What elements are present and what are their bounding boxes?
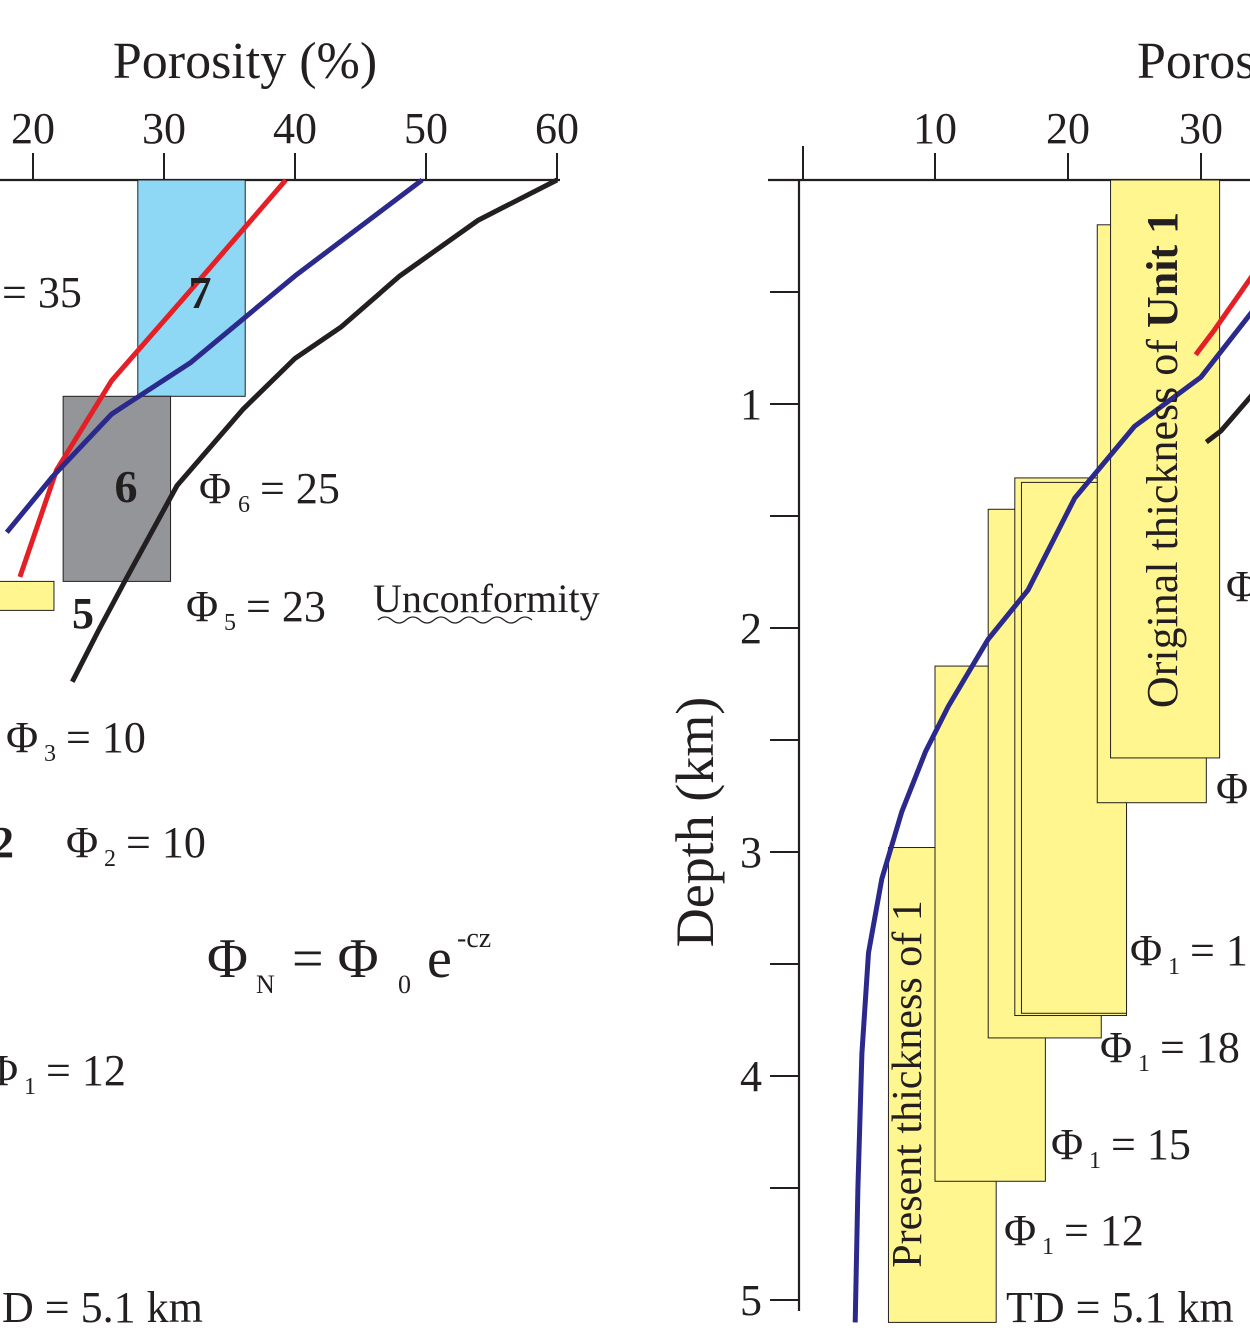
phi7-value: = 35 <box>2 268 82 317</box>
block-7-label: 7 <box>189 267 212 318</box>
left-total-depth: D = 5.1 km <box>2 1283 203 1332</box>
svg-text:1: 1 <box>1042 1234 1054 1260</box>
right-phi1-annotation-a: Φ 1 = 12 <box>1004 1206 1144 1260</box>
phi1-annotation: Φ 1 = 12 <box>0 1046 126 1100</box>
left-tick-label: 40 <box>273 104 317 153</box>
right-thickness-block <box>1110 179 1221 759</box>
svg-text:Φ: Φ <box>1130 926 1162 975</box>
phi1-value-d: = 1 <box>1190 926 1248 975</box>
svg-text:Φ: Φ <box>0 1046 18 1095</box>
left-panel: Porosity (%) 20 30 40 50 60 7 6 5 2 = 35 Φ 6… <box>0 33 600 1332</box>
right-axis-title: Poros <box>1137 33 1250 90</box>
original-thickness-bold: Unit 1 <box>1138 212 1187 328</box>
original-thickness-prefix: Original thickness of <box>1138 328 1187 708</box>
equation-e: e <box>427 928 452 990</box>
equation-lhs-sub: N <box>256 970 275 999</box>
left-tick-label: 30 <box>142 104 186 153</box>
svg-text:2: 2 <box>104 846 116 872</box>
phi5-value: = 23 <box>246 582 326 631</box>
left-unit-block <box>0 580 55 611</box>
unit-5-label: 5 <box>72 589 94 638</box>
right-y-ticks: 1 2 3 4 5 <box>740 291 799 1325</box>
left-axis-title: Porosity (%) <box>113 33 377 90</box>
phi1-value-a: = 12 <box>1064 1206 1144 1255</box>
porosity-equation: Φ N = Φ 0 e -cz <box>207 923 491 999</box>
svg-text:Φ: Φ <box>186 582 218 631</box>
equation-mid: = Φ <box>292 928 379 990</box>
svg-text:Φ: Φ <box>199 464 231 513</box>
right-phi1-annotation-b: Φ 1 = 15 <box>1051 1120 1191 1174</box>
left-curves <box>4 177 559 683</box>
svg-text:1: 1 <box>1089 1148 1101 1174</box>
right-y-axis-label: Depth (km) <box>665 697 725 947</box>
block-6-label: 6 <box>115 461 138 512</box>
left-tick-label: 50 <box>404 104 448 153</box>
present-thickness-label: Present thickness of 1 <box>885 900 931 1267</box>
right-porosity-curve <box>852 310 1250 1323</box>
phi-annotation-lower: Φ <box>1216 764 1248 813</box>
original-thickness-label: Original thickness of Unit 1 <box>1138 212 1187 708</box>
svg-text:Φ: Φ <box>66 818 98 867</box>
unconformity-annotation: Unconformity <box>373 576 600 624</box>
phi6-annotation: Φ 6 = 25 <box>199 464 340 518</box>
phi5-annotation: Φ 5 = 23 <box>186 582 326 636</box>
left-porosity-curve <box>17 178 288 578</box>
phi1-value: = 12 <box>46 1046 126 1095</box>
right-y-tick-label: 2 <box>740 604 762 653</box>
svg-text:Φ: Φ <box>6 713 38 762</box>
phi3-value: = 10 <box>66 713 146 762</box>
right-blocks <box>887 179 1221 1323</box>
right-total-depth: TD = 5.1 km <box>1006 1283 1234 1332</box>
left-tick-label: 60 <box>535 104 579 153</box>
svg-text:Φ: Φ <box>1100 1023 1132 1072</box>
phi2-value: = 10 <box>126 818 206 867</box>
right-x-ticks: 10 20 30 <box>802 104 1223 180</box>
right-x-tick-label: 20 <box>1046 104 1090 153</box>
equation-lhs: Φ <box>207 928 248 990</box>
svg-text:1: 1 <box>1168 954 1180 980</box>
svg-text:Φ: Φ <box>1004 1206 1036 1255</box>
right-y-tick-label: 4 <box>740 1052 762 1101</box>
phi1-value-b: = 15 <box>1111 1120 1191 1169</box>
right-y-tick-label: 3 <box>740 828 762 877</box>
svg-text:6: 6 <box>238 492 250 518</box>
unconformity-label: Unconformity <box>373 576 600 621</box>
equation-mid-sub: 0 <box>398 970 411 999</box>
left-blocks <box>0 179 246 611</box>
right-phi1-annotation-d: Φ 1 = 1 <box>1130 926 1248 980</box>
right-phi1-annotation-c: Φ 1 = 18 <box>1100 1023 1240 1077</box>
right-panel: Poros 10 20 30 1 2 3 4 5 Depth (km) Original t… <box>665 33 1250 1332</box>
right-y-tick-label: 5 <box>740 1276 762 1325</box>
right-x-tick-label: 30 <box>1179 104 1223 153</box>
left-unit-block <box>62 395 172 582</box>
left-porosity-curve <box>70 177 559 683</box>
phi-annotation-upper: Φ <box>1226 562 1250 611</box>
left-tick-label: 20 <box>11 104 55 153</box>
unconformity-wavy-line <box>377 616 533 624</box>
equation-exponent: -cz <box>457 923 491 954</box>
phi2-annotation: Φ 2 = 10 <box>66 818 206 872</box>
phi3-annotation: Φ 3 = 10 <box>6 713 146 767</box>
right-x-tick-label: 10 <box>913 104 957 153</box>
svg-text:1: 1 <box>1138 1051 1150 1077</box>
left-x-ticks: 20 30 40 50 60 <box>11 104 579 180</box>
unit-2-label: 2 <box>0 818 14 867</box>
right-y-tick-label: 1 <box>740 380 762 429</box>
right-porosity-curve <box>1204 393 1250 445</box>
svg-text:5: 5 <box>224 610 236 636</box>
phi6-value: = 25 <box>260 464 340 513</box>
left-porosity-curve <box>4 178 424 534</box>
svg-text:Φ: Φ <box>1051 1120 1083 1169</box>
phi1-value-c: = 18 <box>1160 1023 1240 1072</box>
svg-text:1: 1 <box>24 1074 36 1100</box>
svg-text:3: 3 <box>44 741 56 767</box>
